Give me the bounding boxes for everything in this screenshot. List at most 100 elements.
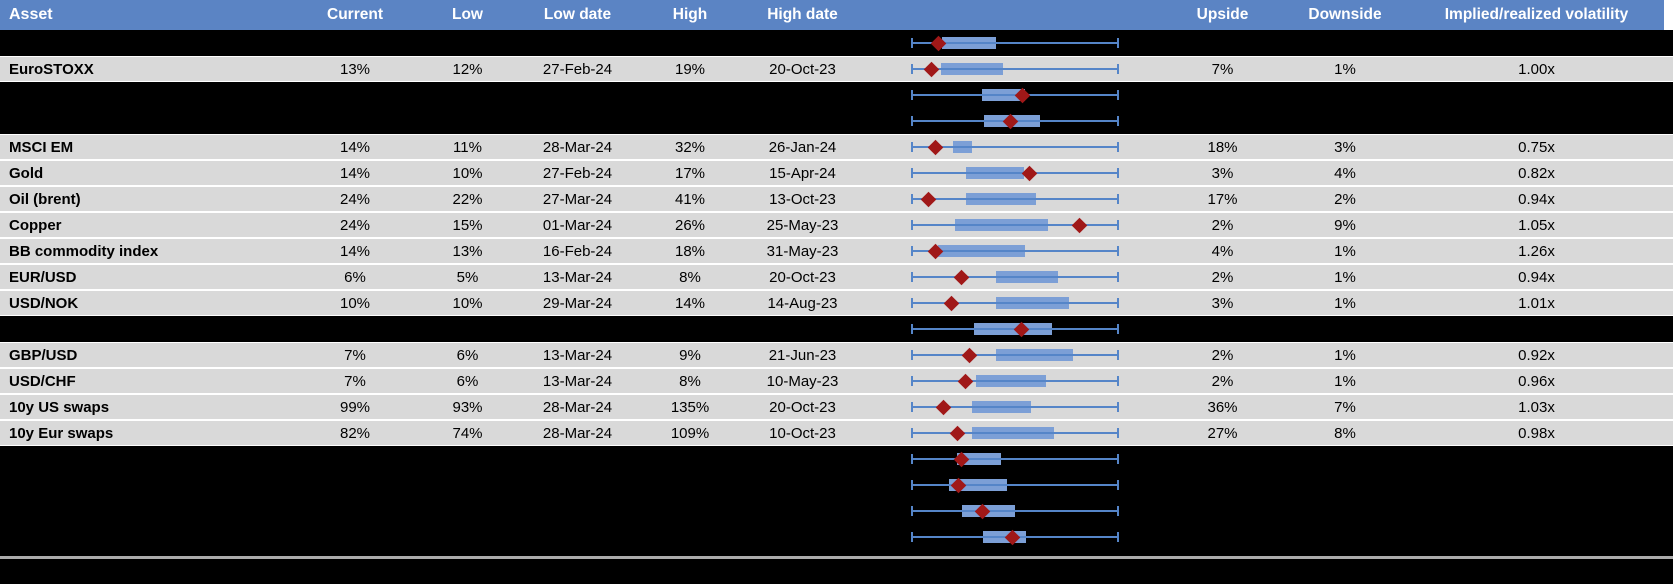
cell-downside[interactable]: 9% [1334, 216, 1356, 234]
cell-current[interactable]: 24% [339, 190, 371, 208]
cell-asset[interactable]: BB commodity index [9, 242, 159, 260]
cell-asset[interactable]: Copper [9, 216, 62, 234]
cell-low-date[interactable]: 16-Feb-24 [542, 242, 613, 260]
header-low-date[interactable]: Low date [543, 6, 612, 23]
cell-high[interactable]: 41% [674, 190, 706, 208]
cell-low[interactable]: 11% [453, 138, 482, 156]
cell-downside[interactable]: 1% [1334, 60, 1356, 78]
cell-high-date[interactable]: 20-Oct-23 [769, 398, 836, 416]
cell-current[interactable]: 10% [339, 294, 371, 312]
cell-downside[interactable]: 8% [1334, 424, 1356, 442]
cell-upside[interactable]: 3% [1211, 164, 1234, 182]
cell-low[interactable]: 12% [452, 60, 483, 78]
cell-high-date[interactable]: 31-May-23 [766, 242, 839, 260]
cell-upside[interactable]: 27% [1207, 424, 1238, 442]
cell-high[interactable]: 14% [674, 294, 706, 312]
cell-current[interactable]: 7% [344, 346, 366, 364]
cell-current[interactable]: 6% [344, 268, 366, 286]
cell-downside[interactable]: 1% [1334, 346, 1356, 364]
cell-low-date[interactable]: 28-Mar-24 [542, 424, 613, 442]
cell-low[interactable]: 5% [456, 268, 479, 286]
cell-low[interactable]: 10% [452, 164, 483, 182]
cell-low-date[interactable]: 13-Mar-24 [542, 372, 613, 390]
header-high[interactable]: High [672, 6, 708, 23]
cell-low-date[interactable]: 28-Mar-24 [542, 398, 613, 416]
cell-high[interactable]: 9% [679, 346, 701, 364]
cell-high[interactable]: 17% [674, 164, 706, 182]
cell-implied-realized[interactable]: 0.82x [1518, 164, 1555, 182]
cell-upside[interactable]: 36% [1207, 398, 1238, 416]
cell-downside[interactable]: 2% [1334, 190, 1356, 208]
cell-low-date[interactable]: 27-Mar-24 [542, 190, 613, 208]
cell-implied-realized[interactable]: 1.05x [1518, 216, 1555, 234]
cell-low-date[interactable]: 27-Feb-24 [542, 60, 613, 78]
cell-upside[interactable]: 18% [1207, 138, 1238, 156]
cell-current[interactable]: 14% [339, 242, 371, 260]
cell-asset[interactable]: EuroSTOXX [9, 60, 94, 78]
cell-upside[interactable]: 7% [1211, 60, 1234, 78]
cell-low[interactable]: 15% [452, 216, 483, 234]
cell-current[interactable]: 82% [339, 424, 371, 442]
cell-asset[interactable]: 10y Eur swaps [9, 424, 114, 442]
cell-high[interactable]: 8% [679, 268, 701, 286]
cell-implied-realized[interactable]: 1.26x [1518, 242, 1555, 260]
cell-high[interactable]: 18% [674, 242, 706, 260]
cell-implied-realized[interactable]: 0.98x [1518, 424, 1555, 442]
cell-upside[interactable]: 3% [1211, 294, 1234, 312]
cell-implied-realized[interactable]: 0.94x [1518, 190, 1555, 208]
cell-high[interactable]: 32% [674, 138, 706, 156]
cell-upside[interactable]: 2% [1211, 216, 1234, 234]
cell-asset[interactable]: USD/NOK [9, 294, 79, 312]
cell-low[interactable]: 13% [452, 242, 483, 260]
cell-low-date[interactable]: 01-Mar-24 [542, 216, 613, 234]
cell-high[interactable]: 109% [670, 424, 710, 442]
cell-implied-realized[interactable]: 1.03x [1518, 398, 1555, 416]
cell-low[interactable]: 10% [452, 294, 483, 312]
cell-downside[interactable]: 3% [1334, 138, 1356, 156]
header-upside[interactable]: Upside [1196, 6, 1249, 23]
cell-low-date[interactable]: 13-Mar-24 [542, 268, 613, 286]
header-high-date[interactable]: High date [767, 6, 838, 23]
cell-low-date[interactable]: 13-Mar-24 [542, 346, 613, 364]
cell-downside[interactable]: 1% [1334, 242, 1356, 260]
cell-high-date[interactable]: 20-Oct-23 [769, 60, 836, 78]
cell-high[interactable]: 19% [674, 60, 706, 78]
cell-high-date[interactable]: 10-Oct-23 [769, 424, 836, 442]
cell-high-date[interactable]: 26-Jan-24 [768, 138, 837, 156]
cell-upside[interactable]: 17% [1207, 190, 1238, 208]
cell-asset[interactable]: EUR/USD [9, 268, 77, 286]
cell-high-date[interactable]: 20-Oct-23 [769, 268, 836, 286]
cell-implied-realized[interactable]: 0.75x [1518, 138, 1555, 156]
cell-low[interactable]: 93% [452, 398, 483, 416]
cell-current[interactable]: 13% [339, 60, 371, 78]
cell-current[interactable]: 14% [339, 164, 371, 182]
header-low[interactable]: Low [452, 6, 483, 23]
cell-high-date[interactable]: 25-May-23 [766, 216, 839, 234]
cell-implied-realized[interactable]: 0.96x [1518, 372, 1555, 390]
header-current[interactable]: Current [327, 6, 383, 23]
cell-implied-realized[interactable]: 1.01x [1518, 294, 1555, 312]
cell-low[interactable]: 22% [452, 190, 483, 208]
cell-current[interactable]: 99% [339, 398, 371, 416]
cell-asset[interactable]: Oil (brent) [9, 190, 81, 208]
cell-asset[interactable]: MSCI EM [9, 138, 74, 156]
cell-current[interactable]: 24% [339, 216, 371, 234]
cell-high-date[interactable]: 14-Aug-23 [767, 294, 838, 312]
cell-high-date[interactable]: 13-Oct-23 [769, 190, 836, 208]
header-asset[interactable]: Asset [9, 6, 53, 23]
cell-implied-realized[interactable]: 1.00x [1518, 60, 1555, 78]
header-downside[interactable]: Downside [1308, 6, 1382, 23]
cell-downside[interactable]: 1% [1334, 268, 1356, 286]
cell-low[interactable]: 6% [456, 372, 479, 390]
cell-high-date[interactable]: 15-Apr-24 [769, 164, 836, 182]
cell-downside[interactable]: 1% [1334, 372, 1356, 390]
cell-low[interactable]: 6% [456, 346, 479, 364]
cell-high-date[interactable]: 21-Jun-23 [768, 346, 837, 364]
cell-upside[interactable]: 2% [1211, 346, 1234, 364]
cell-implied-realized[interactable]: 0.92x [1518, 346, 1555, 364]
cell-high[interactable]: 135% [670, 398, 710, 416]
cell-downside[interactable]: 7% [1334, 398, 1356, 416]
cell-low-date[interactable]: 29-Mar-24 [542, 294, 613, 312]
cell-implied-realized[interactable]: 0.94x [1518, 268, 1555, 286]
cell-downside[interactable]: 4% [1334, 164, 1356, 182]
